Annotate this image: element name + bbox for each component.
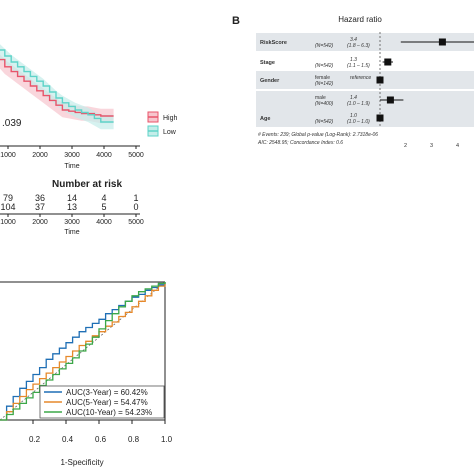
forest-hr-marker	[438, 38, 446, 46]
roc-legend-label-2: AUC(5-Year) = 54.47%	[66, 398, 148, 407]
forest-n-label: (N=142)	[315, 81, 334, 87]
forest-footnote-1: # Events: 239; Global p-value (Log-Rank)…	[258, 132, 378, 138]
forest-hr-label: 3.4	[350, 37, 357, 43]
roc-x-tick-label: 0.8	[128, 435, 140, 444]
forest-ci-label: (1.8 – 6.3)	[347, 43, 370, 49]
survival-x-tick-label: 5000	[128, 152, 144, 159]
forest-x-tick-label: 3	[430, 143, 433, 149]
panel-b-label: B	[232, 15, 240, 27]
forest-title: Hazard ratio	[338, 15, 382, 24]
risk-table-title: Number at risk	[52, 179, 122, 190]
forest-x-tick-label: 2	[404, 143, 407, 149]
risk-x-tick-label: 5000	[128, 219, 144, 226]
forest-hr-marker	[376, 114, 384, 122]
forest-plot: B Hazard ratio RiskScore (N=542) 3.4(1.8 –…	[232, 15, 474, 149]
risk-x-tick-label: 4000	[96, 219, 112, 226]
pvalue-text: .039	[2, 118, 22, 129]
roc-x-tick-label: 0.2	[29, 435, 41, 444]
risk-cell-low: 37	[35, 202, 45, 212]
forest-variable-label: Stage	[260, 60, 275, 66]
roc-curve-3	[0, 282, 166, 421]
forest-ci-label: (1.0 – 1.0)	[347, 119, 370, 125]
forest-row-background	[256, 91, 474, 109]
legend-low-label: Low	[163, 129, 177, 136]
forest-row-background	[256, 53, 474, 71]
roc-x-label: 1-Specificity	[60, 458, 103, 467]
forest-hr-marker	[386, 96, 394, 104]
risk-table: Number at risk 79 36 14 4 1 104 37 13 5 0 1000 200…	[0, 179, 144, 236]
forest-hr-marker	[376, 76, 384, 84]
forest-hr-label: 1.0	[350, 113, 357, 119]
forest-variable-label: Age	[260, 116, 270, 122]
survival-curve-high	[0, 58, 114, 117]
risk-cell-high: 79	[3, 193, 13, 203]
forest-ci-label: (1.0 – 1.9)	[347, 101, 370, 107]
risk-cell-low: 104	[0, 202, 15, 212]
roc-legend-label-1: AUC(3-Year) = 60.42%	[66, 388, 148, 397]
survival-x-tick-label: 4000	[96, 152, 112, 159]
risk-cell-low: 0	[133, 202, 138, 212]
risk-cell-low: 5	[101, 202, 106, 212]
risk-cell-low: 13	[67, 202, 77, 212]
forest-n-label: (N=542)	[315, 43, 334, 49]
risk-cell-high: 1	[133, 193, 138, 203]
risk-cell-high: 14	[67, 193, 77, 203]
survival-x-tick-label: 2000	[32, 152, 48, 159]
survival-x-tick-label: 3000	[64, 152, 80, 159]
roc-legend-label-3: AUC(10-Year) = 54.23%	[66, 408, 152, 417]
risk-x-label: Time	[64, 229, 79, 236]
forest-row-background	[256, 71, 474, 89]
survival-ci-band-high	[0, 54, 114, 124]
forest-n-label: (N=400)	[315, 101, 334, 107]
survival-curve-low	[0, 49, 114, 123]
forest-row-background	[256, 33, 474, 51]
forest-variable-label: Gender	[260, 78, 280, 84]
forest-hr-label: 1.4	[350, 95, 357, 101]
survival-x-label: Time	[64, 163, 79, 170]
survival-plot: 1000 2000 3000 4000 5000 .039 Time High Low	[0, 44, 178, 170]
risk-x-tick-label: 2000	[32, 219, 48, 226]
forest-footnote-2: AIC: 2548.95; Concordance Index: 0.6	[257, 140, 343, 146]
forest-n-label: (N=542)	[315, 119, 334, 125]
risk-x-tick-label: 1000	[0, 219, 16, 226]
roc-plot: 0.2 0.4 0.6 0.8 1.0 1-Specificity AUC(3-Year…	[0, 281, 173, 467]
forest-row-background	[256, 109, 474, 127]
risk-x-tick-label: 3000	[64, 219, 80, 226]
roc-x-tick-label: 0.4	[62, 435, 74, 444]
forest-hr-marker	[384, 58, 392, 66]
risk-cell-high: 36	[35, 193, 45, 203]
forest-level-label: female	[315, 75, 330, 81]
roc-x-tick-label: 1.0	[161, 435, 173, 444]
forest-variable-label: RiskScore	[260, 40, 287, 46]
forest-ci-label: (1.1 – 1.5)	[347, 63, 370, 69]
forest-level-label: male	[315, 95, 326, 101]
survival-x-tick-label: 1000	[0, 152, 16, 159]
forest-hr-label: reference	[350, 75, 371, 81]
forest-x-tick-label: 4	[456, 143, 459, 149]
legend-high-label: High	[163, 115, 178, 122]
forest-n-label: (N=542)	[315, 63, 334, 69]
forest-hr-label: 1.3	[350, 57, 357, 63]
survival-ci-band-low	[0, 44, 114, 130]
roc-x-tick-label: 0.6	[95, 435, 107, 444]
risk-cell-high: 4	[101, 193, 106, 203]
